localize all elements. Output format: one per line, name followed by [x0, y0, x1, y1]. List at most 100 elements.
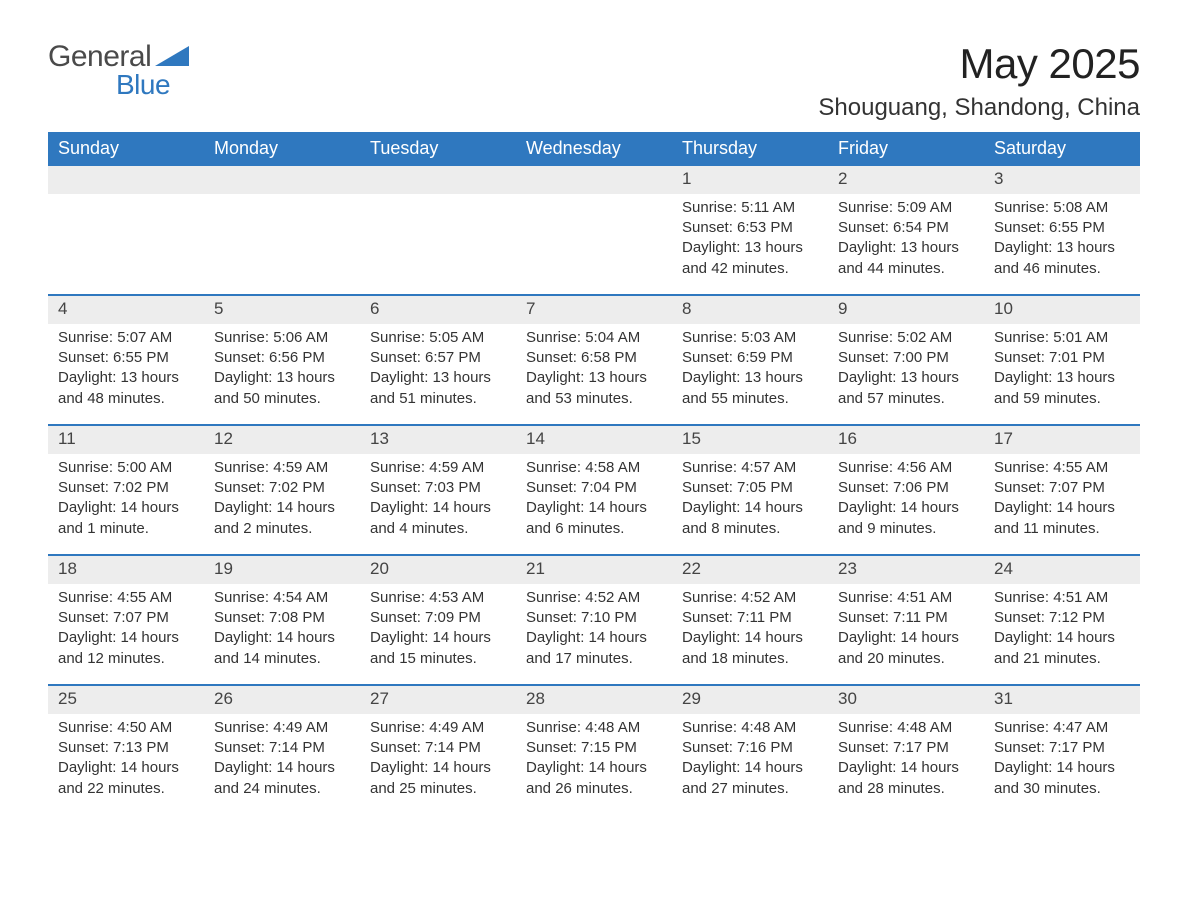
day-sunset: Sunset: 7:16 PM: [682, 738, 818, 758]
day-cell: 5 Sunrise: 5:06 AMSunset: 6:56 PMDaylight…: [204, 296, 360, 424]
day-sunrise: Sunrise: 5:02 AM: [838, 328, 974, 348]
day-cell: 6Sunrise: 5:05 AMSunset: 6:57 PMDaylight…: [360, 296, 516, 424]
day-sunset: Sunset: 6:59 PM: [682, 348, 818, 368]
day-body: Sunrise: 5:11 AMSunset: 6:53 PMDaylight:…: [682, 198, 818, 279]
day-daylight1: Daylight: 14 hours: [682, 498, 818, 518]
day-daylight1: Daylight: 13 hours: [214, 368, 350, 388]
day-number-bar: 5: [204, 296, 360, 324]
day-cell: 12Sunrise: 4:59 AMSunset: 7:02 PMDayligh…: [204, 426, 360, 554]
day-body: Sunrise: 4:52 AMSunset: 7:10 PMDaylight:…: [526, 588, 662, 669]
day-sunrise: Sunrise: 5:03 AM: [682, 328, 818, 348]
day-body: Sunrise: 4:55 AMSunset: 7:07 PMDaylight:…: [58, 588, 194, 669]
day-number-bar: 12: [204, 426, 360, 454]
day-number-bar: 23: [828, 556, 984, 584]
header-block: General Blue May 2025 Shouguang, Shandon…: [48, 40, 1140, 122]
day-cell: 14Sunrise: 4:58 AMSunset: 7:04 PMDayligh…: [516, 426, 672, 554]
day-sunset: Sunset: 7:14 PM: [214, 738, 350, 758]
day-sunrise: Sunrise: 5:01 AM: [994, 328, 1130, 348]
day-cell: 27Sunrise: 4:49 AMSunset: 7:14 PMDayligh…: [360, 686, 516, 814]
day-cell: 16Sunrise: 4:56 AMSunset: 7:06 PMDayligh…: [828, 426, 984, 554]
day-daylight2: and 18 minutes.: [682, 649, 818, 669]
day-body: Sunrise: 5:02 AMSunset: 7:00 PMDaylight:…: [838, 328, 974, 409]
weekday-header-cell: Sunday: [48, 132, 204, 166]
day-sunset: Sunset: 7:07 PM: [994, 478, 1130, 498]
day-sunset: Sunset: 7:10 PM: [526, 608, 662, 628]
day-number-bar: 20: [360, 556, 516, 584]
day-body: Sunrise: 5:00 AMSunset: 7:02 PMDaylight:…: [58, 458, 194, 539]
day-daylight2: and 51 minutes.: [370, 389, 506, 409]
day-sunset: Sunset: 7:02 PM: [214, 478, 350, 498]
day-sunrise: Sunrise: 5:07 AM: [58, 328, 194, 348]
weekday-header-cell: Friday: [828, 132, 984, 166]
day-cell: 1Sunrise: 5:11 AMSunset: 6:53 PMDaylight…: [672, 166, 828, 294]
day-daylight2: and 15 minutes.: [370, 649, 506, 669]
day-number-bar: 31: [984, 686, 1140, 714]
logo-triangle-icon: [155, 40, 189, 66]
day-sunrise: Sunrise: 4:47 AM: [994, 718, 1130, 738]
day-sunrise: Sunrise: 4:51 AM: [838, 588, 974, 608]
day-sunrise: Sunrise: 4:52 AM: [526, 588, 662, 608]
day-cell-empty: [360, 166, 516, 294]
day-number-bar: [360, 166, 516, 194]
day-sunrise: Sunrise: 4:55 AM: [994, 458, 1130, 478]
day-sunset: Sunset: 6:53 PM: [682, 218, 818, 238]
day-sunset: Sunset: 7:08 PM: [214, 608, 350, 628]
day-body: Sunrise: 5:06 AMSunset: 6:56 PMDaylight:…: [214, 328, 350, 409]
logo-text-blue: Blue: [116, 72, 189, 99]
day-sunset: Sunset: 7:17 PM: [994, 738, 1130, 758]
weekday-header-row: SundayMondayTuesdayWednesdayThursdayFrid…: [48, 132, 1140, 166]
day-number-bar: [204, 166, 360, 194]
day-sunrise: Sunrise: 4:57 AM: [682, 458, 818, 478]
day-sunset: Sunset: 7:03 PM: [370, 478, 506, 498]
day-sunrise: Sunrise: 4:52 AM: [682, 588, 818, 608]
day-daylight2: and 28 minutes.: [838, 779, 974, 799]
day-daylight1: Daylight: 13 hours: [682, 238, 818, 258]
day-cell: 22Sunrise: 4:52 AMSunset: 7:11 PMDayligh…: [672, 556, 828, 684]
day-daylight2: and 30 minutes.: [994, 779, 1130, 799]
day-cell: 21 Sunrise: 4:52 AMSunset: 7:10 PMDayligh…: [516, 556, 672, 684]
day-sunrise: Sunrise: 4:51 AM: [994, 588, 1130, 608]
week-row: 11 Sunrise: 5:00 AMSunset: 7:02 PMDayligh…: [48, 424, 1140, 554]
day-cell: 19Sunrise: 4:54 AMSunset: 7:08 PMDayligh…: [204, 556, 360, 684]
title-location: Shouguang, Shandong, China: [818, 94, 1140, 122]
day-body: Sunrise: 4:52 AMSunset: 7:11 PMDaylight:…: [682, 588, 818, 669]
day-daylight1: Daylight: 14 hours: [994, 628, 1130, 648]
day-number-bar: 11: [48, 426, 204, 454]
day-daylight1: Daylight: 13 hours: [682, 368, 818, 388]
day-sunrise: Sunrise: 5:08 AM: [994, 198, 1130, 218]
day-daylight2: and 27 minutes.: [682, 779, 818, 799]
day-daylight1: Daylight: 14 hours: [214, 758, 350, 778]
day-daylight1: Daylight: 13 hours: [58, 368, 194, 388]
day-daylight2: and 59 minutes.: [994, 389, 1130, 409]
day-sunset: Sunset: 7:09 PM: [370, 608, 506, 628]
day-daylight2: and 44 minutes.: [838, 259, 974, 279]
day-body: Sunrise: 4:54 AMSunset: 7:08 PMDaylight:…: [214, 588, 350, 669]
day-daylight1: Daylight: 14 hours: [994, 498, 1130, 518]
day-number-bar: 21: [516, 556, 672, 584]
day-body: Sunrise: 4:47 AMSunset: 7:17 PMDaylight:…: [994, 718, 1130, 799]
day-daylight2: and 42 minutes.: [682, 259, 818, 279]
day-body: Sunrise: 4:50 AMSunset: 7:13 PMDaylight:…: [58, 718, 194, 799]
day-sunset: Sunset: 7:00 PM: [838, 348, 974, 368]
day-body: Sunrise: 4:53 AMSunset: 7:09 PMDaylight:…: [370, 588, 506, 669]
day-daylight2: and 11 minutes.: [994, 519, 1130, 539]
day-number-bar: 16: [828, 426, 984, 454]
day-sunset: Sunset: 7:14 PM: [370, 738, 506, 758]
day-sunrise: Sunrise: 4:49 AM: [214, 718, 350, 738]
weeks-container: 1Sunrise: 5:11 AMSunset: 6:53 PMDaylight…: [48, 166, 1140, 814]
day-sunrise: Sunrise: 4:48 AM: [838, 718, 974, 738]
day-cell: 2Sunrise: 5:09 AMSunset: 6:54 PMDaylight…: [828, 166, 984, 294]
day-daylight2: and 57 minutes.: [838, 389, 974, 409]
day-cell: 25 Sunrise: 4:50 AMSunset: 7:13 PMDayligh…: [48, 686, 204, 814]
day-cell: 28Sunrise: 4:48 AMSunset: 7:15 PMDayligh…: [516, 686, 672, 814]
day-cell: 18Sunrise: 4:55 AMSunset: 7:07 PMDayligh…: [48, 556, 204, 684]
day-sunrise: Sunrise: 4:58 AM: [526, 458, 662, 478]
day-sunset: Sunset: 7:05 PM: [682, 478, 818, 498]
day-number-bar: 25: [48, 686, 204, 714]
week-row: 18Sunrise: 4:55 AMSunset: 7:07 PMDayligh…: [48, 554, 1140, 684]
day-body: Sunrise: 4:48 AMSunset: 7:15 PMDaylight:…: [526, 718, 662, 799]
day-number-bar: [516, 166, 672, 194]
day-sunrise: Sunrise: 4:53 AM: [370, 588, 506, 608]
calendar: SundayMondayTuesdayWednesdayThursdayFrid…: [48, 132, 1140, 814]
day-cell: 20 Sunrise: 4:53 AMSunset: 7:09 PMDayligh…: [360, 556, 516, 684]
